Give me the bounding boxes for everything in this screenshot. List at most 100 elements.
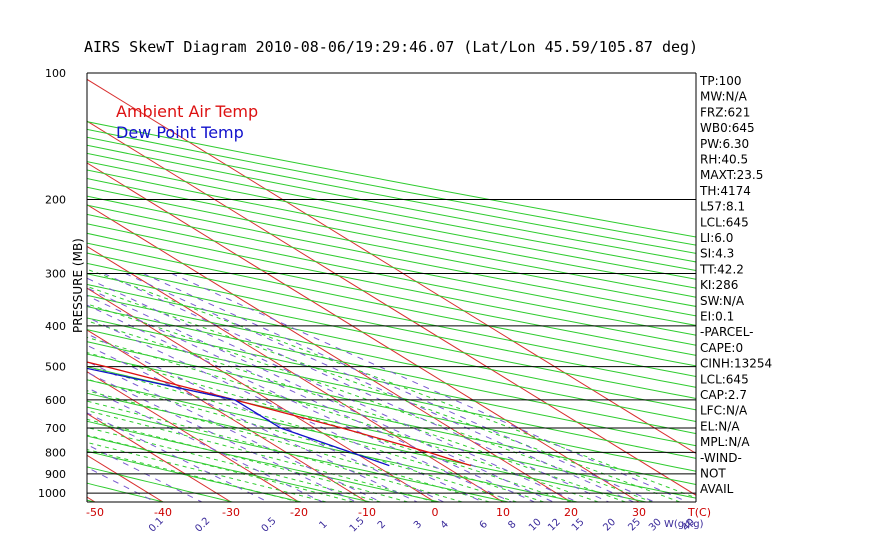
bottom-temp-tick-label: -10 bbox=[358, 506, 376, 519]
bottom-temp-tick-label: 20 bbox=[564, 506, 578, 519]
dry-adiabat-line bbox=[87, 341, 696, 472]
chart-title: AIRS SkewT Diagram 2010-08-06/19:29:46.0… bbox=[84, 38, 698, 56]
pressure-tick-label: 900 bbox=[45, 468, 66, 481]
dry-adiabat-lines bbox=[0, 73, 696, 502]
mixing-ratio-tick-label: 1 bbox=[317, 519, 329, 531]
dry-adiabat-line bbox=[87, 213, 696, 336]
sounding-index-item: LFC:N/A bbox=[700, 404, 748, 418]
pressure-tick-label: 200 bbox=[45, 193, 66, 206]
bottom-temp-tick-label: -50 bbox=[86, 506, 104, 519]
moist-adiabat-line bbox=[87, 400, 463, 502]
dry-adiabat-line bbox=[87, 242, 696, 367]
legend-dew-point-temp: Dew Point Temp bbox=[116, 123, 244, 142]
temp-axis-unit: T(C) bbox=[687, 506, 711, 519]
dry-adiabat-line bbox=[87, 317, 696, 447]
mixing-ratio-tick-label: 15 bbox=[570, 517, 587, 534]
moist-adiabat-line bbox=[87, 303, 653, 502]
mixing-axis-unit: W(g/kg) bbox=[664, 519, 704, 530]
mixing-ratio-tick-label: 3 bbox=[412, 519, 424, 531]
isotherm-line bbox=[87, 204, 572, 502]
dry-adiabat-line bbox=[87, 294, 696, 423]
mixing-ratio-line bbox=[87, 287, 554, 502]
sounding-index-item: AVAIL bbox=[700, 482, 734, 496]
mixing-ratio-line bbox=[87, 360, 382, 502]
pressure-tick-label: 400 bbox=[45, 320, 66, 333]
sounding-index-item: EI:0.1 bbox=[700, 310, 734, 324]
moist-adiabat-lines bbox=[87, 268, 696, 502]
mixing-ratio-line bbox=[87, 333, 445, 502]
moist-adiabat-line bbox=[87, 320, 626, 502]
mixing-ratio-tick-label: 25 bbox=[626, 517, 643, 534]
dry-adiabat-line bbox=[87, 169, 696, 289]
dry-adiabat-line bbox=[87, 195, 696, 317]
dry-adiabat-line bbox=[87, 435, 371, 502]
mixing-ratio-line bbox=[171, 272, 688, 502]
isotherm-line bbox=[87, 245, 504, 502]
dry-adiabat-line bbox=[87, 273, 696, 399]
sounding-index-item: MW:N/A bbox=[700, 90, 748, 104]
pressure-tick-label: 300 bbox=[45, 267, 66, 280]
dry-adiabat-line bbox=[87, 283, 696, 411]
moist-adiabat-line bbox=[87, 336, 599, 502]
mixing-ratio-tick-label: 0.2 bbox=[193, 516, 212, 535]
mixing-ratio-tick-label: 6 bbox=[478, 519, 490, 531]
sounding-index-item: SI:4.3 bbox=[700, 247, 734, 261]
dry-adiabat-line bbox=[0, 73, 26, 502]
sounding-index-item: L57:8.1 bbox=[700, 200, 745, 214]
pressure-tick-label: 500 bbox=[45, 361, 66, 374]
mixing-ratio-line bbox=[87, 371, 357, 502]
dry-adiabat-line bbox=[87, 232, 696, 356]
sounding-index-item: FRZ:621 bbox=[700, 105, 750, 119]
mixing-ratio-lines bbox=[87, 272, 688, 502]
moist-adiabat-line bbox=[87, 426, 381, 502]
bottom-temp-tick-label: -20 bbox=[290, 506, 308, 519]
sounding-index-item: -PARCEL- bbox=[700, 325, 754, 339]
sounding-index-item: LCL:645 bbox=[700, 372, 749, 386]
dry-adiabat-line bbox=[87, 177, 696, 298]
mixing-ratio-line bbox=[87, 444, 203, 502]
moist-adiabat-line bbox=[87, 366, 544, 502]
dry-adiabat-line bbox=[87, 305, 696, 435]
mixing-ratio-tick-label: 0.5 bbox=[260, 516, 279, 535]
y-axis-label: PRESSURE (MB) bbox=[71, 238, 85, 333]
sounding-index-item: KI:286 bbox=[700, 278, 738, 292]
sounding-index-item: CINH:13254 bbox=[700, 357, 772, 371]
sounding-index-item: TH:4174 bbox=[699, 184, 751, 198]
isotherm-line bbox=[0, 73, 27, 502]
isotherm-line bbox=[87, 371, 300, 502]
mixing-ratio-tick-label: 2 bbox=[376, 519, 388, 531]
dry-adiabat-line bbox=[87, 353, 696, 486]
pressure-tick-label: 100 bbox=[45, 67, 66, 80]
pressure-tick-labels: 100 200 300 400 500 600 700 800 900 1000 bbox=[38, 67, 66, 500]
dry-adiabat-line bbox=[87, 406, 509, 502]
dry-adiabat-line bbox=[87, 329, 696, 459]
sounding-index-item: EL:N/A bbox=[700, 419, 740, 433]
sounding-index-item: MPL:N/A bbox=[700, 435, 750, 449]
dry-adiabat-line bbox=[87, 379, 647, 502]
sounding-index-item: CAPE:0 bbox=[700, 341, 743, 355]
legend-ambient-air-temp: Ambient Air Temp bbox=[116, 102, 258, 121]
pressure-tick-label: 600 bbox=[45, 394, 66, 407]
mixing-ratio-line bbox=[87, 316, 484, 502]
mixing-ratio-line bbox=[87, 304, 512, 502]
dew-point-profile-line bbox=[87, 367, 390, 467]
sounding-index-item: MAXT:23.5 bbox=[700, 168, 763, 182]
mixing-ratio-tick-label: 4 bbox=[439, 519, 451, 531]
profile-lines bbox=[87, 361, 472, 467]
sounding-index-item: PW:6.30 bbox=[700, 137, 749, 151]
mixing-ratio-line bbox=[142, 272, 655, 502]
sounding-index-item: WB0:645 bbox=[700, 121, 755, 135]
bottom-temp-tick-label: -30 bbox=[222, 506, 240, 519]
moist-adiabat-line bbox=[87, 285, 680, 502]
sounding-index-item: -WIND- bbox=[700, 451, 742, 465]
dry-adiabat-line bbox=[87, 223, 696, 346]
mixing-ratio-tick-label: 10 bbox=[527, 517, 544, 534]
sounding-index-item: RH:40.5 bbox=[700, 153, 748, 167]
mixing-ratio-line bbox=[87, 277, 578, 502]
dry-adiabat-line bbox=[87, 136, 696, 254]
mixing-ratio-tick-label: 20 bbox=[601, 517, 618, 534]
isotherm-line bbox=[87, 412, 232, 502]
isotherm-line bbox=[87, 287, 436, 502]
moist-adiabat-line bbox=[87, 378, 517, 502]
